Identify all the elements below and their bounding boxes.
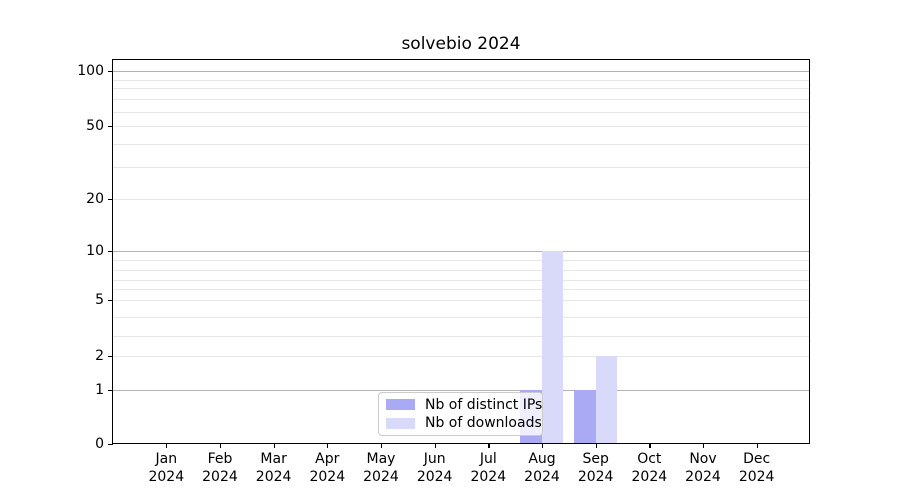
y-tick-label-2: 2 bbox=[95, 348, 104, 364]
legend-item-downloads: Nb of downloads bbox=[379, 416, 542, 430]
y-tick-mark-10 bbox=[108, 251, 113, 253]
x-tick-label-may-2024: May 2024 bbox=[339, 450, 423, 486]
x-tick-month: Feb bbox=[207, 451, 233, 467]
x-tick-label-oct-2024: Oct 2024 bbox=[607, 450, 691, 486]
x-tick-year: 2024 bbox=[363, 469, 399, 485]
y-tick-mark-0 bbox=[108, 444, 113, 446]
x-tick-label-nov-2024: Nov 2024 bbox=[661, 450, 745, 486]
plot-area bbox=[112, 59, 810, 444]
x-tick-year: 2024 bbox=[524, 469, 560, 485]
x-tick-label-feb-2024: Feb 2024 bbox=[178, 450, 262, 486]
gridline-y-60 bbox=[113, 111, 809, 113]
legend: Nb of distinct IPs Nb of downloads bbox=[378, 392, 543, 436]
y-tick-label-1: 1 bbox=[95, 381, 104, 398]
x-tick-month: Jul bbox=[479, 451, 497, 467]
y-tick-mark-5 bbox=[108, 299, 113, 301]
x-tick-label-jul-2024: Jul 2024 bbox=[446, 450, 530, 486]
y-tick-label-10: 10 bbox=[86, 243, 104, 259]
x-tick-mark-jun-2024 bbox=[434, 444, 436, 448]
x-tick-year: 2024 bbox=[202, 469, 238, 485]
x-tick-mark-feb-2024 bbox=[219, 444, 222, 448]
x-tick-month: Jan bbox=[155, 451, 178, 467]
x-tick-month: Apr bbox=[315, 451, 340, 467]
legend-label-downloads: Nb of downloads bbox=[425, 415, 542, 432]
x-tick-year: 2024 bbox=[309, 469, 346, 485]
x-tick-label-jan-2024: Jan 2024 bbox=[124, 450, 208, 486]
y-tick-label-100: 100 bbox=[77, 62, 104, 79]
gridline-y-50 bbox=[113, 126, 809, 127]
bar-nb-of-distinct-ips-sep-2024 bbox=[574, 389, 596, 443]
x-tick-year: 2024 bbox=[685, 469, 721, 485]
x-tick-label-aug-2024: Aug 2024 bbox=[500, 450, 584, 486]
gridline-y-1 bbox=[113, 389, 809, 391]
x-tick-mark-mar-2024 bbox=[273, 444, 275, 448]
x-tick-label-mar-2024: Mar 2024 bbox=[232, 450, 316, 486]
gridline-y-2 bbox=[113, 356, 809, 357]
x-tick-mark-may-2024 bbox=[380, 444, 383, 448]
x-tick-year: 2024 bbox=[577, 469, 614, 485]
x-tick-mark-aug-2024 bbox=[541, 444, 544, 448]
gridline-y-9 bbox=[113, 259, 809, 261]
x-tick-label-apr-2024: Apr 2024 bbox=[285, 450, 369, 486]
x-tick-mark-sep-2024 bbox=[595, 444, 597, 448]
bar-nb-of-downloads-aug-2024 bbox=[541, 251, 564, 443]
x-tick-label-jun-2024: Jun 2024 bbox=[393, 450, 477, 486]
legend-item-distinct-ips: Nb of distinct IPs bbox=[379, 398, 542, 412]
legend-swatch-downloads bbox=[386, 417, 415, 429]
x-tick-year: 2024 bbox=[470, 469, 507, 485]
x-tick-month: Aug bbox=[528, 451, 556, 467]
x-tick-mark-nov-2024 bbox=[703, 444, 705, 448]
y-tick-label-50: 50 bbox=[86, 118, 104, 134]
y-tick-mark-100 bbox=[108, 70, 113, 72]
y-tick-mark-20 bbox=[108, 198, 113, 200]
gridline-y-40 bbox=[113, 144, 809, 145]
x-tick-label-dec-2024: Dec 2024 bbox=[715, 450, 799, 486]
gridline-y-30 bbox=[113, 166, 809, 168]
chart-title: solvebio 2024 bbox=[401, 34, 521, 54]
x-tick-year: 2024 bbox=[631, 469, 668, 485]
x-tick-year: 2024 bbox=[255, 469, 292, 485]
gridline-y-6 bbox=[113, 289, 809, 290]
gridline-y-70 bbox=[113, 98, 809, 100]
y-tick-label-20: 20 bbox=[86, 190, 104, 207]
x-tick-month: Nov bbox=[689, 451, 717, 467]
x-tick-month: Dec bbox=[743, 451, 771, 467]
gridline-y-8 bbox=[113, 269, 809, 271]
bar-nb-of-downloads-sep-2024 bbox=[595, 356, 618, 443]
x-tick-mark-jul-2024 bbox=[488, 444, 490, 448]
y-tick-label-5: 5 bbox=[95, 291, 104, 308]
y-tick-label-0: 0 bbox=[95, 436, 104, 452]
legend-label-distinct-ips: Nb of distinct IPs bbox=[425, 396, 543, 413]
x-tick-month: Sep bbox=[582, 451, 609, 467]
x-tick-month: Oct bbox=[637, 451, 662, 467]
gridline-y-80 bbox=[113, 88, 809, 89]
x-tick-label-sep-2024: Sep 2024 bbox=[554, 450, 638, 486]
gridline-y-7 bbox=[113, 279, 809, 281]
y-tick-mark-2 bbox=[108, 356, 113, 358]
x-tick-mark-jan-2024 bbox=[166, 444, 168, 448]
gridline-y-5 bbox=[113, 299, 809, 301]
x-tick-month: May bbox=[366, 451, 396, 467]
x-tick-month: Mar bbox=[260, 451, 287, 467]
y-tick-mark-50 bbox=[108, 126, 113, 128]
legend-swatch-distinct-ips bbox=[386, 399, 415, 411]
x-tick-year: 2024 bbox=[738, 469, 775, 485]
x-tick-mark-oct-2024 bbox=[649, 444, 651, 448]
gridline-y-10 bbox=[113, 251, 809, 252]
x-tick-year: 2024 bbox=[416, 469, 453, 485]
x-tick-year: 2024 bbox=[148, 469, 185, 485]
x-tick-mark-dec-2024 bbox=[756, 444, 758, 448]
gridline-y-90 bbox=[113, 79, 809, 81]
x-tick-month: Jun bbox=[423, 451, 446, 467]
gridline-y-4 bbox=[113, 317, 809, 318]
gridline-y-100 bbox=[113, 70, 809, 72]
gridline-y-3 bbox=[113, 335, 809, 337]
gridline-y-20 bbox=[113, 198, 809, 200]
y-tick-mark-1 bbox=[108, 389, 113, 391]
x-tick-mark-apr-2024 bbox=[327, 444, 329, 448]
